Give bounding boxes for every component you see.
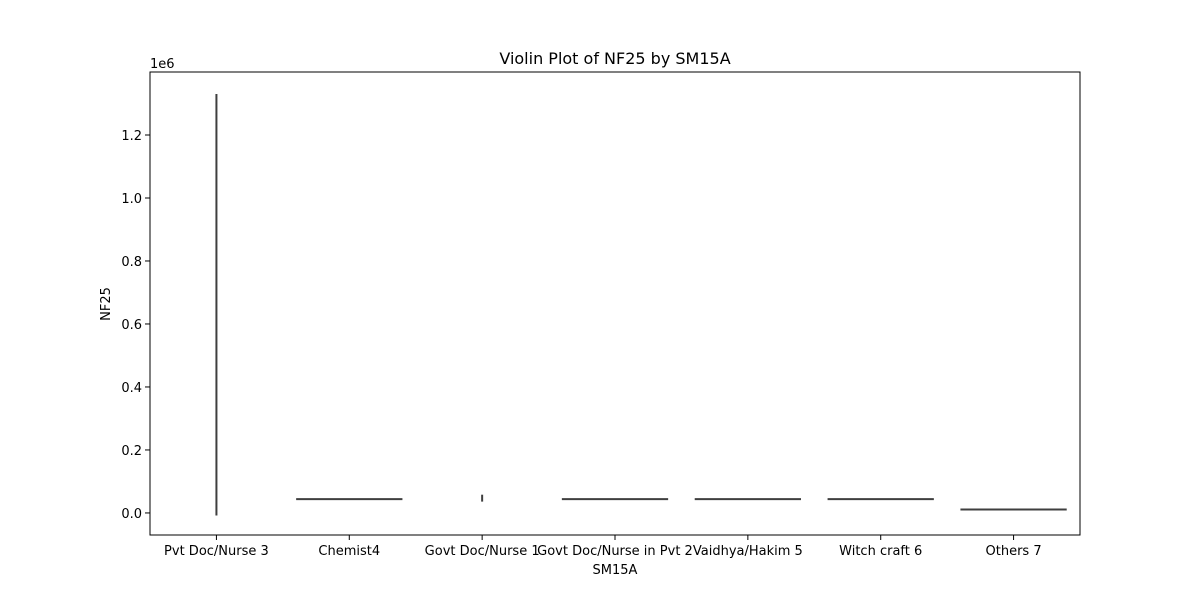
- y-tick-label: 0.2: [121, 444, 142, 459]
- x-tick-label: Govt Doc/Nurse in Pvt 2: [537, 544, 693, 559]
- y-tick-label: 1.0: [121, 192, 142, 207]
- y-tick-label: 0.0: [121, 507, 142, 522]
- y-tick-label: 1.2: [121, 129, 142, 144]
- x-tick-label: Others 7: [986, 544, 1042, 559]
- plot-area: 0.0 0.2 0.4 0.6 0.8 1.0 1.2 Pvt Doc/Nurse 3 Chem…: [121, 94, 1067, 559]
- y-tick-label: 0.4: [121, 381, 142, 396]
- y-tick-label: 0.8: [121, 255, 142, 270]
- x-tick-label: Vaidhya/Hakim 5: [693, 544, 803, 559]
- chart-title: Violin Plot of NF25 by SM15A: [499, 49, 730, 68]
- y-axis-title: NF25: [99, 287, 114, 321]
- y-axis-exponent: 1e6: [150, 57, 175, 72]
- plot-frame: [149, 71, 1081, 536]
- x-tick-label: Govt Doc/Nurse 1: [425, 544, 540, 559]
- x-tick-label: Witch craft 6: [839, 544, 922, 559]
- x-tick-label: Pvt Doc/Nurse 3: [164, 544, 269, 559]
- x-tick-label: Chemist4: [318, 544, 380, 559]
- y-tick-label: 0.6: [121, 318, 142, 333]
- x-axis-title: SM15A: [593, 563, 638, 578]
